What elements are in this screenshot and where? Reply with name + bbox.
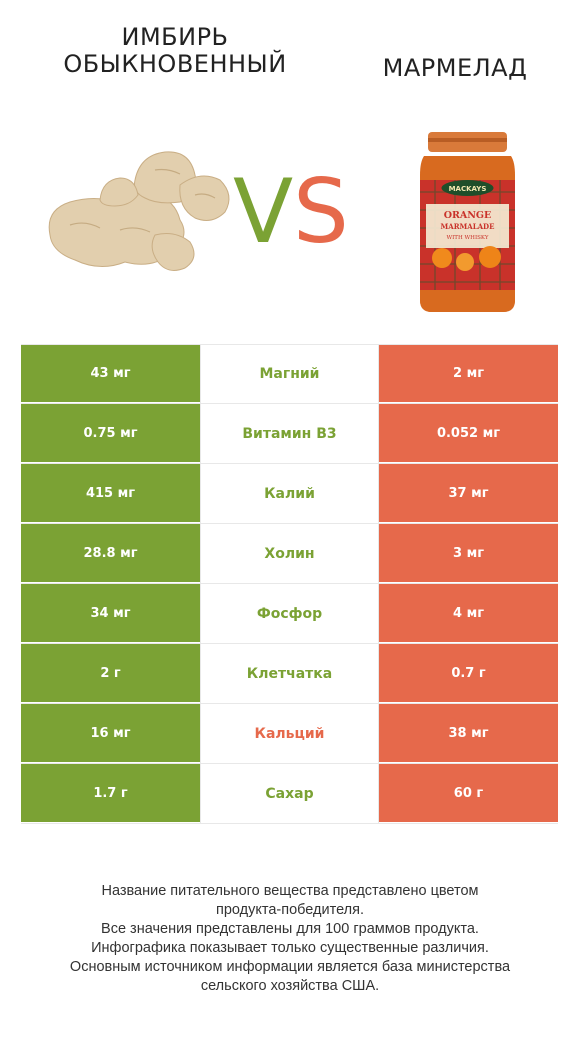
right-value: 0.7 г xyxy=(379,644,558,703)
footer-line: Название питательного вещества представл… xyxy=(101,883,479,899)
nutrient-name: Сахар xyxy=(200,764,379,823)
left-value: 0.75 мг xyxy=(21,404,200,463)
table-row: 0.75 мг Витамин B3 0.052 мг xyxy=(21,404,558,464)
nutrient-name: Магний xyxy=(200,345,379,403)
right-value: 38 мг xyxy=(379,704,558,763)
nutrient-name: Витамин B3 xyxy=(200,404,379,463)
vs-v-letter: V xyxy=(233,160,293,260)
right-value: 3 мг xyxy=(379,524,558,583)
footer-note: Название питательного вещества представл… xyxy=(20,882,560,996)
left-value: 415 мг xyxy=(21,464,200,523)
table-row: 2 г Клетчатка 0.7 г xyxy=(21,644,558,704)
vs-s-letter: S xyxy=(293,160,349,260)
table-row: 1.7 г Сахар 60 г xyxy=(21,764,558,824)
left-value: 1.7 г xyxy=(21,764,200,823)
left-value: 28.8 мг xyxy=(21,524,200,583)
table-row: 28.8 мг Холин 3 мг xyxy=(21,524,558,584)
right-value: 2 мг xyxy=(379,345,558,403)
nutrient-comparison-table: 43 мг Магний 2 мг 0.75 мг Витамин B3 0.052 мг… xyxy=(21,344,558,824)
jar-label-line1: ORANGE xyxy=(444,210,492,221)
footer-line: Инфографика показывает только существенн… xyxy=(91,940,489,956)
left-value: 34 мг xyxy=(21,584,200,643)
nutrient-name: Холин xyxy=(200,524,379,583)
table-row: 415 мг Калий 37 мг xyxy=(21,464,558,524)
jar-label-line2: MARMALADE xyxy=(441,222,495,231)
footer-line: Все значения представлены для 100 граммо… xyxy=(101,921,479,937)
right-value: 0.052 мг xyxy=(379,404,558,463)
left-product-title: ИМБИРЬ ОБЫКНОВЕННЫЙ xyxy=(63,23,287,78)
right-product-title: МАРМЕЛАД xyxy=(382,54,528,82)
jar-brand-text: MACKAYS xyxy=(449,185,487,193)
footer-line: сельского хозяйства США. xyxy=(200,978,380,994)
marmalade-jar-image: MACKAYS ORANGE MARMALADE WITH WHISKY xyxy=(420,132,515,312)
nutrient-name: Кальций xyxy=(200,704,379,763)
table-row: 34 мг Фосфор 4 мг xyxy=(21,584,558,644)
footer-line: Основным источником информации является … xyxy=(69,959,511,975)
nutrient-name: Калий xyxy=(200,464,379,523)
right-value: 4 мг xyxy=(379,584,558,643)
footer-line: продукта-победителя. xyxy=(215,902,365,918)
nutrient-name: Клетчатка xyxy=(200,644,379,703)
table-row: 16 мг Кальций 38 мг xyxy=(21,704,558,764)
ginger-image xyxy=(48,151,230,271)
vs-label: V S xyxy=(233,160,349,260)
jar-label-line3: WITH WHISKY xyxy=(446,235,488,241)
right-value: 37 мг xyxy=(379,464,558,523)
left-value: 2 г xyxy=(21,644,200,703)
right-value: 60 г xyxy=(379,764,558,823)
table-row: 43 мг Магний 2 мг xyxy=(21,344,558,404)
left-value: 43 мг xyxy=(21,345,200,403)
left-value: 16 мг xyxy=(21,704,200,763)
nutrient-name: Фосфор xyxy=(200,584,379,643)
